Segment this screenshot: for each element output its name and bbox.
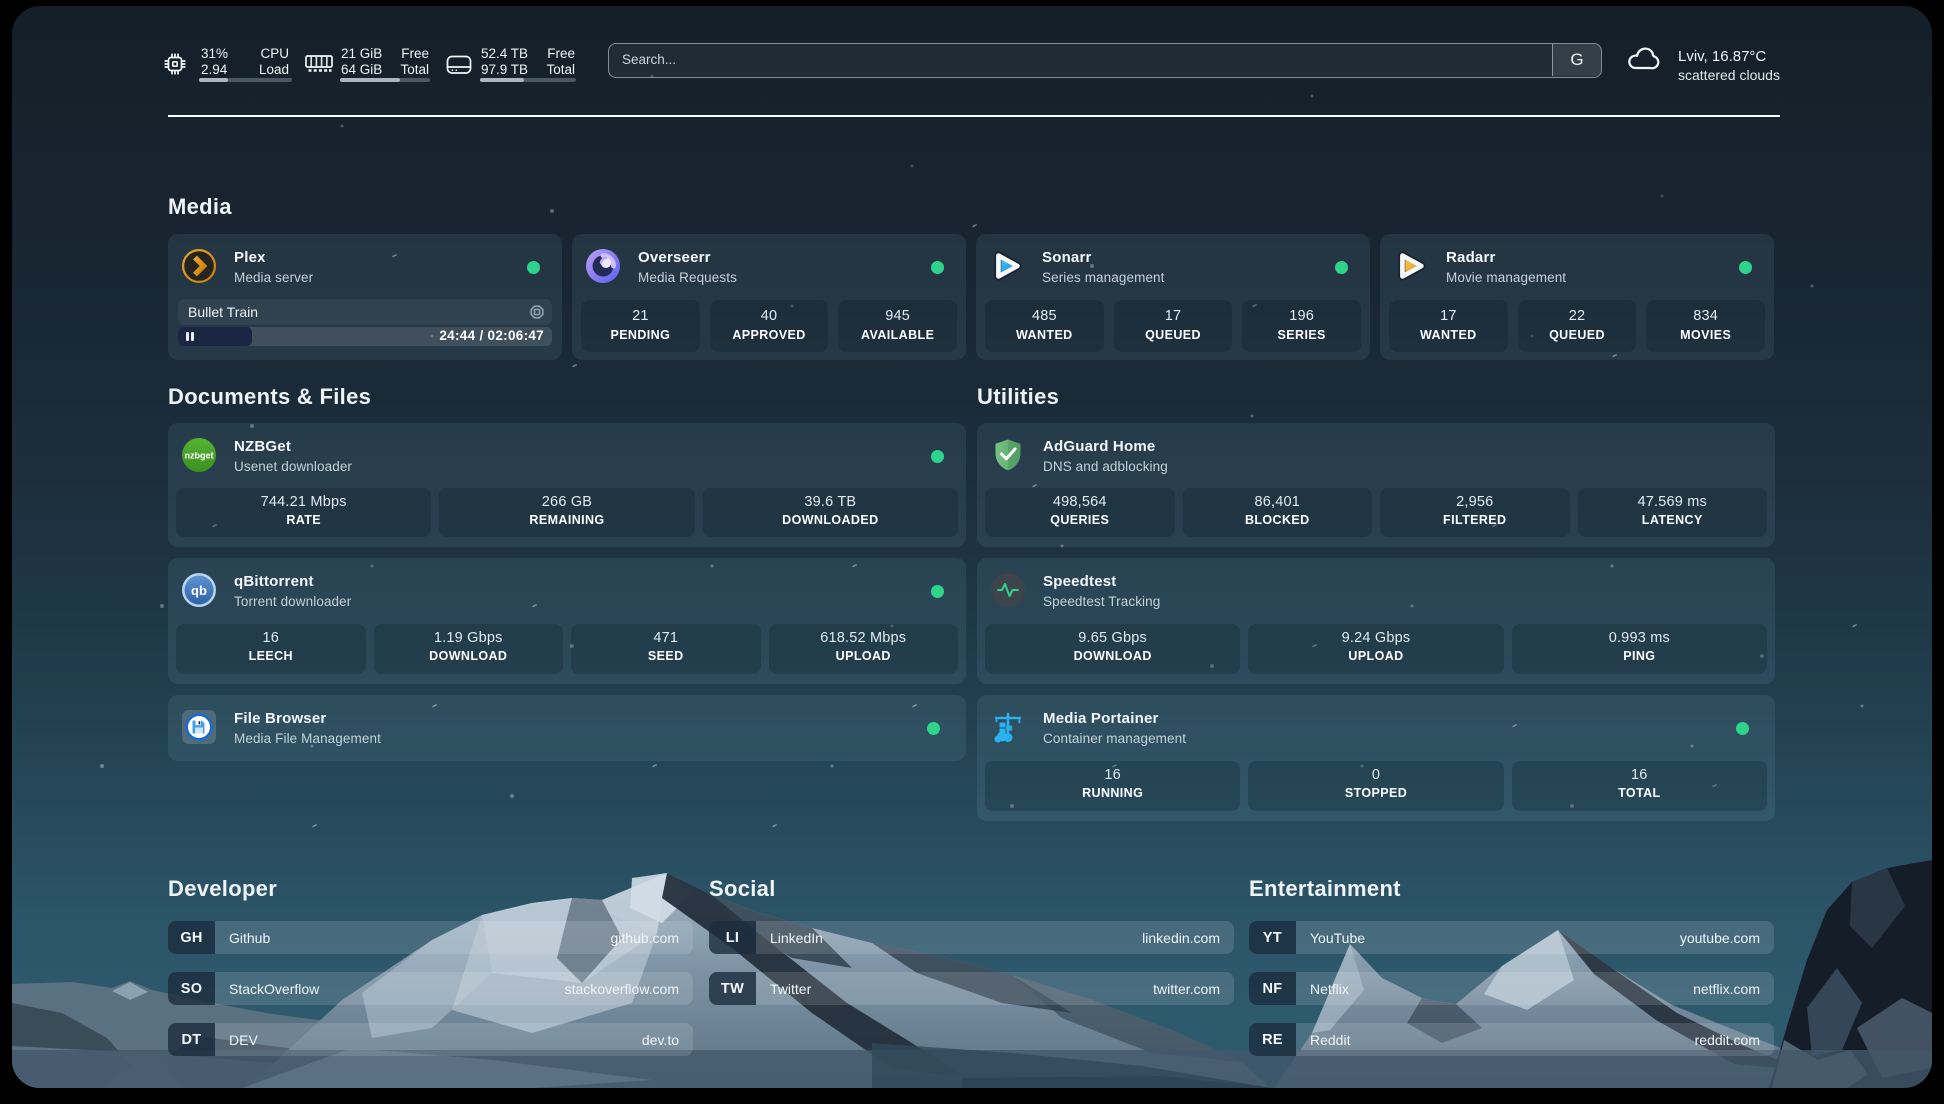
svg-text:nzbget: nzbget [185,451,214,461]
svg-text:qb: qb [191,583,207,598]
